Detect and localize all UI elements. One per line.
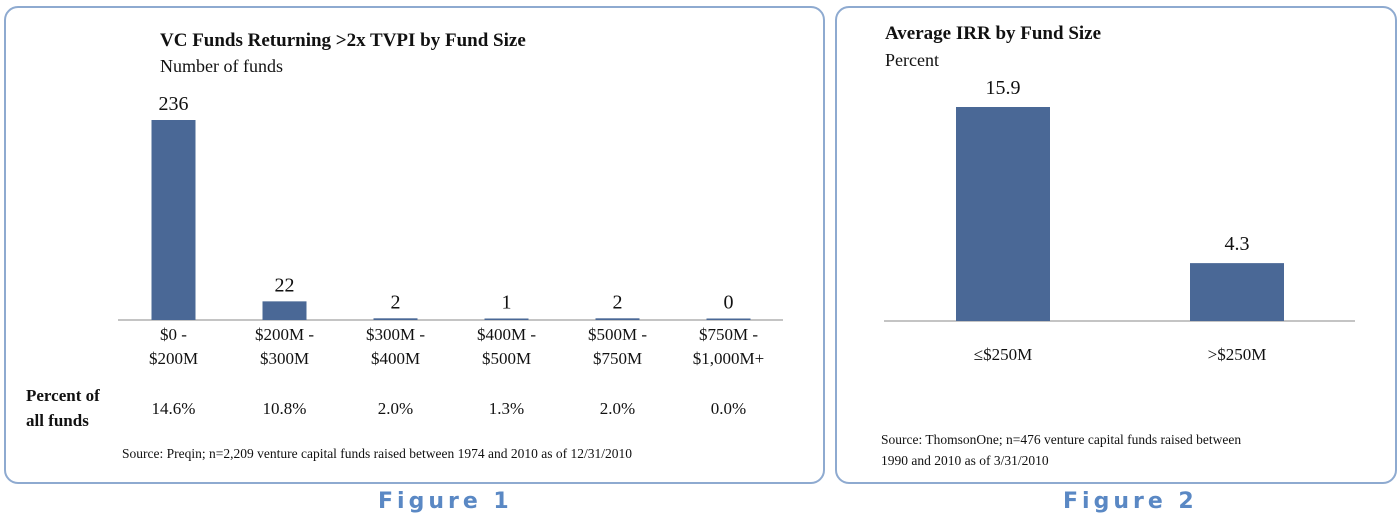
source-note: Source: Preqin; n=2,209 venture capital … xyxy=(122,446,632,461)
bar-value-label-0: 236 xyxy=(159,93,189,115)
figure-1-panel: VC Funds Returning >2x TVPI by Fund Size… xyxy=(4,6,825,484)
bar-5 xyxy=(706,318,751,320)
category-label-1-line-2: $300M xyxy=(260,349,309,368)
percent-value-0: 14.6% xyxy=(152,399,196,418)
bar-value-label-1: 4.3 xyxy=(1225,233,1250,255)
category-label-0-line-1: $0 - xyxy=(160,325,187,344)
percent-value-3: 1.3% xyxy=(489,399,524,418)
source-note-line-2: 1990 and 2010 as of 3/31/2010 xyxy=(881,453,1049,468)
percent-value-4: 2.0% xyxy=(600,399,635,418)
bar-2 xyxy=(373,318,418,320)
bar-group: 236 $0 - $200M 22 $200M - $300M 2 $300M - $400M 1… xyxy=(149,93,764,368)
category-label-0-line-2: $200M xyxy=(149,349,198,368)
irr-by-size-chart: Average IRR by Fund Size Percent 15.9 ≤$2… xyxy=(881,23,1355,468)
source-note-line-1: Source: ThomsonOne; n=476 venture capita… xyxy=(881,432,1241,447)
bar-1 xyxy=(1190,263,1284,321)
figure-1-caption: Figure 1 xyxy=(378,489,513,514)
bar-value-label-0: 15.9 xyxy=(986,77,1021,99)
bar-1 xyxy=(262,301,307,320)
figure-2-caption: Figure 2 xyxy=(1063,489,1198,514)
category-label-3-line-1: $400M - xyxy=(477,325,536,344)
bar-value-label-1: 22 xyxy=(275,274,295,296)
percent-value-1: 10.8% xyxy=(263,399,307,418)
category-label-2-line-2: $400M xyxy=(371,349,420,368)
category-label-3-line-2: $500M xyxy=(482,349,531,368)
bar-3 xyxy=(484,318,529,320)
bar-4 xyxy=(595,318,640,320)
bar-value-label-3: 1 xyxy=(502,292,512,314)
bar-0 xyxy=(151,120,196,320)
category-label-2-line-1: $300M - xyxy=(366,325,425,344)
category-label-4-line-2: $750M xyxy=(593,349,642,368)
percent-value-2: 2.0% xyxy=(378,399,413,418)
category-label-5-line-2: $1,000M+ xyxy=(693,349,764,368)
funds-by-size-chart: VC Funds Returning >2x TVPI by Fund Size… xyxy=(26,30,783,461)
percent-row: 14.6% 10.8% 2.0% 1.3% 2.0% 0.0% xyxy=(152,399,747,418)
category-label-0: ≤$250M xyxy=(974,345,1032,364)
category-label-1-line-1: $200M - xyxy=(255,325,314,344)
category-label-5-line-1: $750M - xyxy=(699,325,758,344)
figure-2-panel: Average IRR by Fund Size Percent 15.9 ≤$2… xyxy=(835,6,1397,484)
bar-value-label-4: 2 xyxy=(613,291,623,313)
chart-subtitle: Number of funds xyxy=(160,56,283,76)
category-label-4-line-1: $500M - xyxy=(588,325,647,344)
percent-value-5: 0.0% xyxy=(711,399,746,418)
bar-group: 15.9 ≤$250M 4.3 >$250M xyxy=(956,77,1284,364)
chart-title: Average IRR by Fund Size xyxy=(885,23,1101,44)
bar-value-label-5: 0 xyxy=(724,292,734,314)
category-label-1: >$250M xyxy=(1208,345,1267,364)
percent-row-label-line-2: all funds xyxy=(26,411,89,430)
percent-row-label-line-1: Percent of xyxy=(26,386,100,405)
chart-subtitle: Percent xyxy=(885,50,939,70)
chart-title: VC Funds Returning >2x TVPI by Fund Size xyxy=(160,30,526,51)
bar-0 xyxy=(956,107,1050,321)
bar-value-label-2: 2 xyxy=(391,291,401,313)
